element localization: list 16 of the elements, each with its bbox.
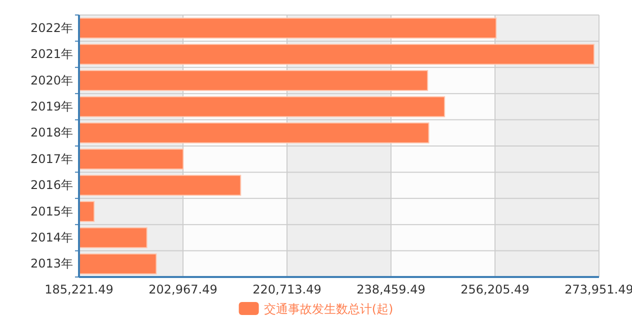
y-tick-label: 2015年 (30, 204, 73, 218)
y-tick-label: 2021年 (30, 47, 73, 62)
text: 交通事故发生数总计(起) (264, 302, 394, 316)
x-tick-label: 256,205.49 (460, 282, 530, 297)
y-tick-label: 2013年 (30, 256, 73, 271)
y-tick-label: 2014年 (30, 230, 73, 245)
x-tick-label: 185,221.49 (44, 282, 114, 297)
x-tick-label: 238,459.49 (356, 282, 426, 297)
x-tick-label: 220,713.49 (252, 282, 322, 297)
y-tick-label: 2017年 (30, 152, 73, 166)
y-tick-label: 2016年 (30, 178, 73, 192)
y-tick-label: 2019年 (30, 100, 73, 114)
y-tick-label: 2018年 (30, 126, 73, 140)
x-tick-label: 202,967.49 (148, 282, 218, 297)
y-tick-label: 2020年 (30, 73, 73, 88)
y-tick-label: 2022年 (30, 20, 73, 35)
